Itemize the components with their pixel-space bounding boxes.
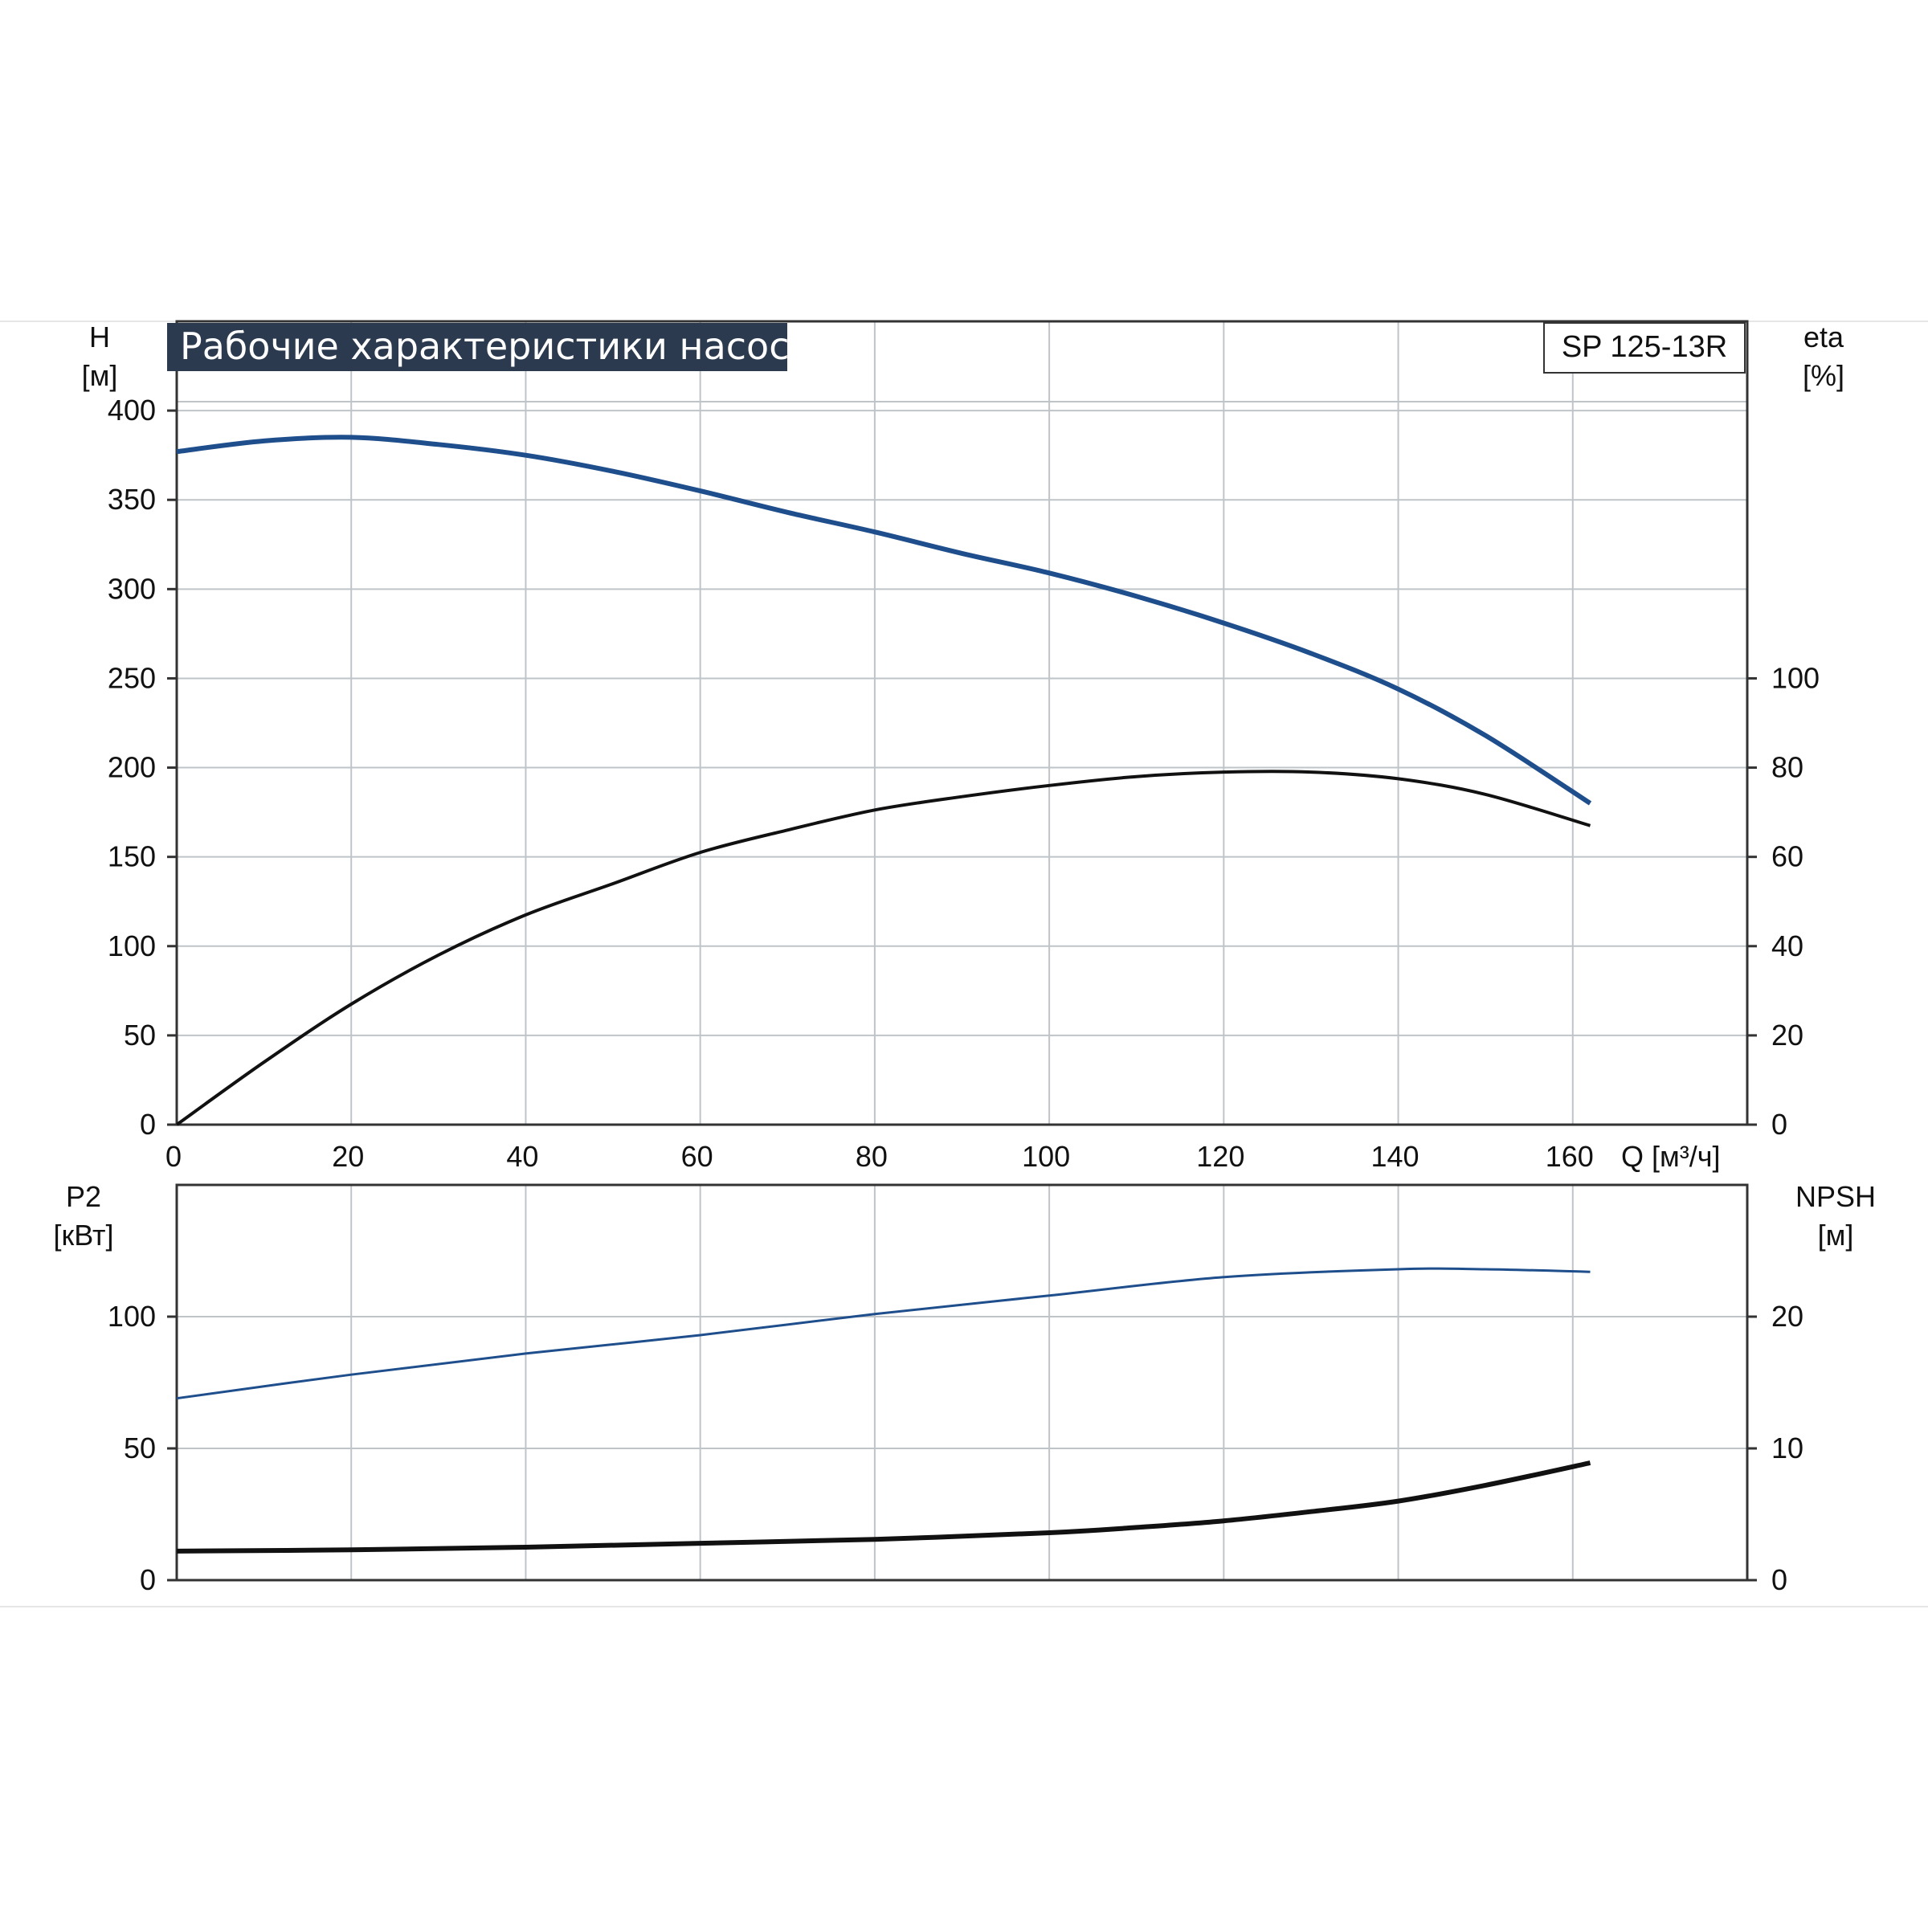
- y-left-tick-label: 300: [108, 572, 156, 605]
- top-panel-series: [175, 435, 1592, 1126]
- power-p2-curve: [176, 1267, 1591, 1400]
- bottom-panel-frame: [175, 1183, 1749, 1582]
- model-label: SP 125-13R: [1562, 330, 1727, 364]
- y-left-tick-label: 50: [124, 1019, 156, 1052]
- y-left-tick-label: 100: [108, 929, 156, 962]
- y-left-tick-label: 400: [108, 394, 156, 427]
- y-left-tick-label: 350: [108, 483, 156, 516]
- y-right-tick-label: 0: [1771, 1563, 1787, 1596]
- x-tick-label: 100: [1022, 1140, 1070, 1173]
- title-box: [167, 323, 787, 371]
- x-tick-label: 40: [506, 1140, 538, 1173]
- y-right-label-npsh: NPSH: [1795, 1180, 1876, 1213]
- chart-title: Рабочие характеристики насоса: [180, 325, 812, 368]
- y-left-unit-h: [м]: [82, 359, 118, 392]
- y-right-tick-label: 80: [1771, 751, 1803, 784]
- y-left-tick-label: 0: [140, 1563, 156, 1596]
- y-right-tick-label: 60: [1771, 840, 1803, 873]
- bottom-panel-grid: [177, 1185, 1747, 1580]
- top-panel-grid: [177, 321, 1747, 1125]
- y-right-tick-label: 0: [1771, 1108, 1787, 1141]
- x-tick-label: 160: [1546, 1140, 1594, 1173]
- y-left-tick-label: 0: [140, 1108, 156, 1141]
- y-right-unit-npsh: [м]: [1818, 1219, 1854, 1252]
- y-left-label-h: H: [89, 321, 110, 353]
- x-tick-label: 60: [681, 1140, 713, 1173]
- y-right-label-eta: eta: [1803, 321, 1844, 353]
- y-right-tick-label: 40: [1771, 929, 1803, 962]
- npsh-curve: [176, 1460, 1591, 1554]
- efficiency-curve: [175, 770, 1591, 1126]
- x-tick-label: 140: [1371, 1140, 1419, 1173]
- x-tick-label: 120: [1196, 1140, 1244, 1173]
- y-left-label-p2: P2: [66, 1180, 101, 1213]
- y-right-tick-label: 20: [1771, 1019, 1803, 1052]
- y-right-tick-label: 20: [1771, 1300, 1803, 1333]
- x-axis-label: Q [м³/ч]: [1621, 1140, 1721, 1173]
- bottom-panel-ticks: 0 50 100 0 10 20: [108, 1300, 1803, 1596]
- head-curve: [176, 435, 1592, 806]
- y-right-tick-label: 100: [1771, 661, 1820, 694]
- top-panel-ticks: 0 50 100 150 200 250 300 350 400 0 20 40 60 80 100 0 20 4…: [108, 394, 1820, 1173]
- y-left-tick-label: 250: [108, 661, 156, 694]
- y-left-unit-p2: [кВт]: [53, 1219, 113, 1252]
- y-right-unit-eta: [%]: [1803, 359, 1844, 392]
- x-tick-label: 80: [856, 1140, 888, 1173]
- top-panel-frame: [175, 320, 1749, 1126]
- model-box: [1543, 322, 1746, 374]
- y-left-tick-label: 100: [108, 1300, 156, 1333]
- x-tick-label: 20: [332, 1140, 364, 1173]
- bottom-panel-series: [176, 1267, 1591, 1554]
- x-tick-label: 0: [165, 1140, 182, 1173]
- y-left-tick-label: 200: [108, 751, 156, 784]
- y-left-tick-label: 50: [124, 1432, 156, 1464]
- y-right-tick-label: 10: [1771, 1432, 1803, 1464]
- y-left-tick-label: 150: [108, 840, 156, 873]
